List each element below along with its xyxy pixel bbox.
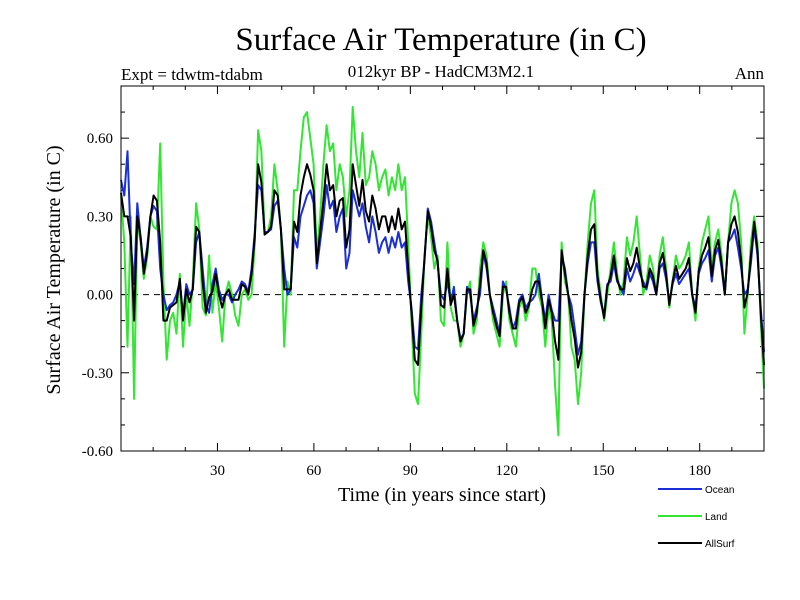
experiment-label: Expt = tdwtm-tdabm	[121, 65, 263, 84]
y-tick-label: 0.30	[87, 209, 113, 225]
x-axis-label: Time (in years since start)	[338, 484, 546, 506]
x-tick-label: 120	[496, 463, 519, 479]
plot-frame	[120, 85, 765, 452]
x-tick-label: 90	[403, 463, 418, 479]
x-tick-label: 180	[688, 463, 711, 479]
chart-title: Surface Air Temperature (in C)	[235, 22, 646, 58]
x-tick-label: 60	[306, 463, 321, 479]
legend-label-land: Land	[705, 512, 727, 523]
chart-subtitle: 012kyr BP - HadCM3M2.1	[348, 62, 534, 81]
series-line-allsurf	[120, 163, 765, 369]
legend-label-ocean: Ocean	[705, 485, 734, 496]
y-tick-label: -0.30	[82, 366, 113, 382]
y-tick-label: 0.60	[87, 131, 113, 147]
y-tick-label: 0.00	[87, 288, 113, 304]
chart-legend: Ocean Land AllSurf	[658, 485, 735, 550]
season-label: Ann	[735, 64, 765, 83]
x-tick-label: 30	[210, 463, 225, 479]
series-lines	[120, 105, 765, 437]
legend-label-allsurf: AllSurf	[705, 539, 735, 550]
x-tick-label: 150	[592, 463, 615, 479]
series-line-land	[120, 105, 765, 437]
axis-ticks: 30 60 90 120 150 180 -0.60 -0.30 0.00 0.30 0.60	[82, 86, 764, 479]
y-axis-label: Surface Air Temperature (in C)	[43, 145, 65, 394]
y-tick-label: -0.60	[82, 444, 113, 460]
